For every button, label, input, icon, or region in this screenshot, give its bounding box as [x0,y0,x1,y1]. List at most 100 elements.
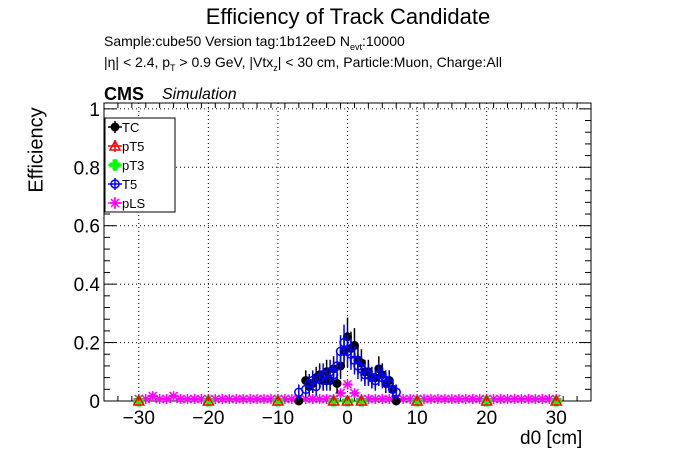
series-pls [133,379,562,404]
y-tick-label: 0.4 [74,275,101,296]
data-point-pls [231,394,242,404]
data-point-pls [544,394,555,404]
data-point-pls [182,394,193,404]
grid [104,103,591,402]
legend-marker-pls [110,198,120,208]
data-point-pls [140,394,151,404]
legend-label-t5: T5 [122,177,137,192]
data-point-pls [377,394,388,404]
data-point-pls [398,394,409,404]
cuts-sub-t: T [170,62,176,73]
data-point-pls [147,391,158,402]
y-tick-label: 0.8 [74,158,100,179]
data-points [132,317,563,407]
legend-label-pls: pLS [122,196,145,211]
x-tick-label: 20 [476,408,497,429]
data-point-pls [168,391,179,402]
data-point-pls [384,394,395,404]
data-point-pls [405,394,416,404]
legend-label-pt5: pT5 [122,139,144,154]
data-point-pls [154,394,165,404]
data-point-pt5 [202,394,215,406]
data-point-pls [537,394,548,404]
data-point-pls [349,388,360,399]
x-tick-label: 30 [546,408,567,429]
data-point-pls [342,379,353,390]
data-point-pls [321,394,332,404]
data-point-pls [516,394,527,404]
legend: TC pT5 pT3 T5 pLS [104,117,176,213]
x-tick-label: 10 [407,408,428,429]
data-point-pls [335,388,346,399]
legend-label-tc: TC [122,120,139,135]
data-point-pls [363,394,374,404]
cuts-text-c: | < 30 cm, Particle:Muon, Charge:All [277,54,502,70]
data-point-pls [307,394,318,404]
data-point-pls [502,394,513,404]
data-point-pls [460,394,471,404]
chart-subtitle-sample: Sample:cube50 Version tag:1b12eeD Nevt:1… [104,33,405,52]
data-point-pt5 [271,394,285,406]
data-point-pls [259,394,270,404]
x-tick-label: −20 [192,408,224,429]
data-point-pls [265,394,276,404]
data-point-pls [432,394,443,404]
data-point-pls [161,394,172,404]
legend-label-pt3: pT3 [122,158,144,173]
data-point-pls [300,394,311,404]
cms-label: CMS [104,84,144,104]
data-point-pls [425,394,436,404]
data-point-pls [439,394,450,404]
x-axis-label: d0 [cm] [520,428,583,449]
data-point-pt5 [355,394,368,406]
data-point-pls [224,394,235,404]
data-point-pls [509,394,520,404]
data-point-pls [245,394,256,404]
data-point-pls [474,394,485,404]
x-tick-label: −30 [123,408,155,429]
legend-marker-t5 [110,179,120,189]
data-point-pls [252,394,263,404]
chart-title: Efficiency of Track Candidate [205,4,491,29]
subtitle-evt-count: :10000 [361,33,405,49]
subtitle-sample-text: Sample:cube50 Version tag:1b12eeD N [104,33,350,49]
data-point-pls [286,394,297,404]
data-point-pls [279,394,290,404]
data-point-pls [370,394,381,404]
subtitle-evt-sub: evt [349,41,362,52]
cuts-sub-z: z [273,62,278,73]
data-point-pls [175,394,186,404]
data-point-pls [419,394,430,404]
y-tick-label: 0.6 [74,217,100,238]
cuts-text-a: |η| < 2.4, p [104,54,171,70]
y-tick-label: 0.2 [74,334,100,355]
data-point-t5 [391,387,401,397]
data-point-pls [210,394,221,404]
series-t5 [294,324,401,401]
data-point-pt5 [341,394,354,406]
data-point-pls [530,394,541,404]
x-tick-label: 0 [342,408,353,429]
simulation-label: Simulation [162,86,237,103]
x-tick-label: −10 [262,408,294,429]
data-point-pls [314,394,325,404]
legend-box [104,117,176,213]
data-point-pls [189,394,200,404]
y-tick-label: 1 [89,100,100,121]
data-point-pt5 [132,394,146,406]
data-point-pls [217,394,228,404]
legend-marker-tc [110,122,120,132]
data-point-pls [238,394,249,404]
y-tick-label: 0 [89,392,100,413]
data-point-pls [196,394,207,404]
data-point-pls [495,394,506,404]
data-point-pls [523,394,534,404]
data-point-pls [446,394,457,404]
chart-subtitle-cuts: |η| < 2.4, pT > 0.9 GeV, |Vtxz| < 30 cm,… [104,54,502,73]
series-pt5 [132,394,563,406]
data-point-pt5 [410,394,424,406]
legend-marker-pt3 [109,159,121,171]
data-point-pls [453,394,464,404]
data-point-pt5 [549,394,563,406]
